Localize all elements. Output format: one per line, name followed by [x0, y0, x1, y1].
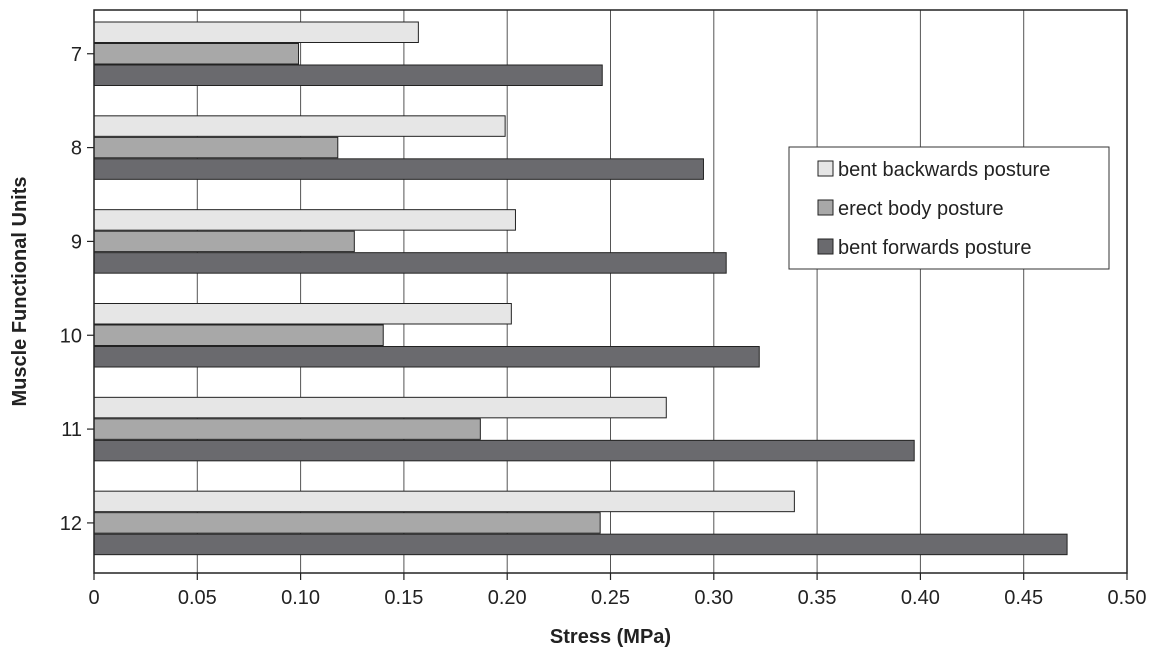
x-tick-label: 0.20	[488, 587, 527, 609]
bar	[93, 512, 601, 534]
y-tick-label: 11	[61, 419, 82, 441]
bar	[93, 158, 704, 180]
bar	[93, 209, 516, 231]
x-tick-label: 0.30	[694, 587, 733, 609]
legend-swatch	[817, 160, 834, 177]
bar	[93, 324, 384, 346]
y-axis-title: Muscle Functional Units	[9, 176, 31, 406]
bar	[93, 136, 339, 159]
x-tick-label: 0.25	[591, 587, 630, 609]
x-tick-label: 0	[88, 587, 99, 609]
y-tick-label: 8	[71, 138, 82, 160]
legend: bent backwards posture erect body posture…	[788, 146, 1110, 270]
legend-box	[788, 146, 1110, 270]
bar	[93, 230, 355, 253]
x-tick-label: 0.40	[901, 587, 940, 609]
x-tick-label: 0.35	[798, 587, 837, 609]
bar	[93, 115, 506, 137]
x-tick-label: 0.10	[281, 587, 320, 609]
bar	[93, 252, 727, 274]
y-axis-ticks: 7 8 9 10 11 12	[60, 44, 94, 535]
legend-swatch	[817, 199, 834, 216]
bar	[93, 418, 481, 440]
grid-lines	[196, 10, 1025, 573]
y-tick-label: 10	[60, 325, 82, 347]
x-axis-ticks: 0 0.05 0.10 0.15 0.20 0.25 0.30 0.35 0.40 0.45 0.5…	[88, 573, 1146, 609]
bar	[93, 533, 1068, 556]
x-tick-label: 0.50	[1108, 587, 1147, 609]
legend-label: bent forwards posture	[838, 237, 1031, 259]
bar	[93, 21, 419, 43]
x-tick-label: 0.15	[384, 587, 423, 609]
bar	[93, 43, 300, 65]
bar	[93, 346, 760, 368]
bar	[93, 439, 915, 462]
y-tick-label: 12	[60, 513, 82, 535]
x-tick-label: 0.45	[1004, 587, 1043, 609]
y-tick-label: 7	[71, 44, 82, 66]
bar	[93, 490, 795, 513]
x-tick-label: 0.05	[178, 587, 217, 609]
bar	[93, 396, 667, 419]
bar	[93, 64, 603, 86]
legend-swatch	[817, 238, 834, 255]
legend-label: erect body posture	[838, 198, 1004, 220]
y-tick-label: 9	[71, 231, 82, 253]
x-axis-title: Stress (MPa)	[550, 626, 671, 648]
bars	[93, 21, 1068, 556]
legend-label: bent backwards posture	[838, 159, 1050, 181]
bar	[93, 303, 512, 325]
